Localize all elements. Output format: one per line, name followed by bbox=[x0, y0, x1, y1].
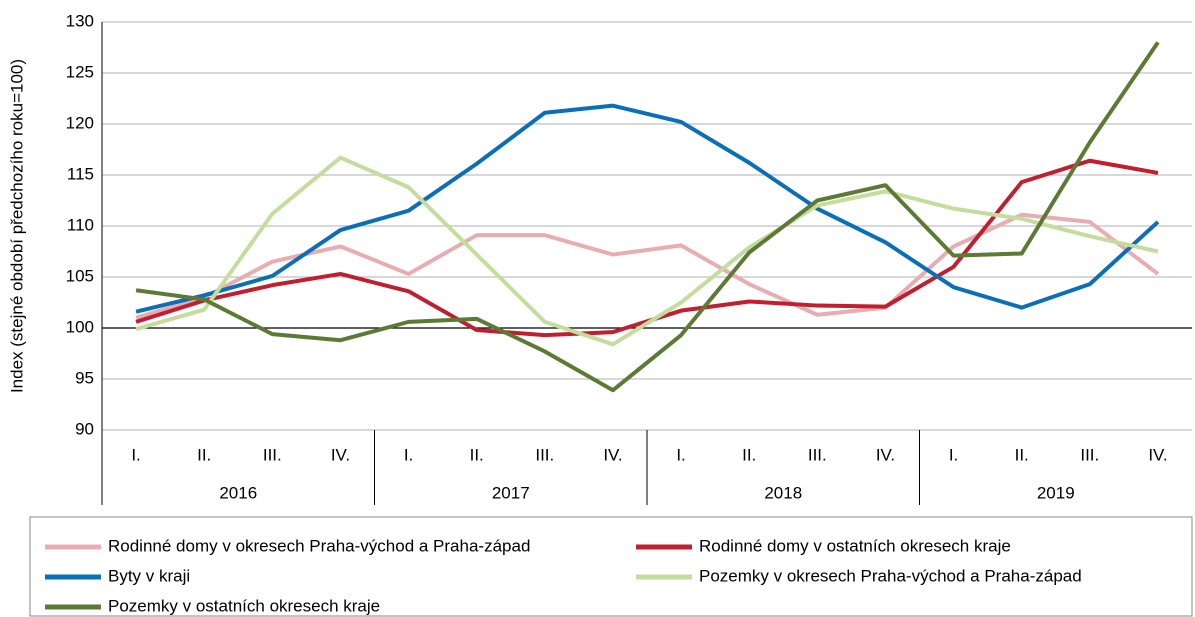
x-tick-label: IV. bbox=[603, 445, 622, 464]
x-tick-label: II. bbox=[197, 445, 211, 464]
y-tick-label: 105 bbox=[66, 266, 94, 285]
series-line bbox=[135, 158, 1159, 338]
group-label: 2016 bbox=[219, 483, 257, 502]
x-tick-label: IV. bbox=[1148, 445, 1167, 464]
x-tick-label: II. bbox=[1015, 445, 1029, 464]
y-tick-label: 115 bbox=[67, 164, 94, 183]
x-tick-label: III. bbox=[808, 445, 827, 464]
y-tick-label: 95 bbox=[75, 368, 94, 387]
y-tick-label: 110 bbox=[67, 215, 94, 234]
x-tick-label: II. bbox=[742, 445, 756, 464]
series-line bbox=[135, 155, 1159, 347]
group-label: 2018 bbox=[764, 483, 802, 502]
series-line bbox=[135, 103, 1160, 314]
legend-label: Rodinné domy v ostatních okresech kraje bbox=[699, 536, 1011, 555]
x-tick-label: III. bbox=[1080, 445, 1099, 464]
x-tick-label: I. bbox=[404, 445, 413, 464]
legend-label: Pozemky v okresech Praha-východ a Praha-… bbox=[699, 566, 1082, 585]
group-label: 2019 bbox=[1037, 483, 1075, 502]
x-tick-label: III. bbox=[535, 445, 554, 464]
y-tick-label: 120 bbox=[66, 113, 94, 132]
x-tick-label: IV. bbox=[876, 445, 895, 464]
y-tick-label: 100 bbox=[66, 317, 94, 336]
x-tick-label: IV. bbox=[331, 445, 350, 464]
y-axis-label: Index (stejné období předchozího roku=10… bbox=[7, 59, 26, 393]
legend-label: Byty v kraji bbox=[108, 566, 190, 585]
legend-label: Pozemky v ostatních okresech kraje bbox=[108, 596, 380, 615]
legend-label: Rodinné domy v okresech Praha-východ a P… bbox=[108, 536, 530, 555]
x-tick-label: III. bbox=[263, 445, 282, 464]
x-tick-label: I. bbox=[131, 445, 140, 464]
y-tick-label: 130 bbox=[66, 11, 94, 30]
x-tick-label: I. bbox=[676, 445, 685, 464]
legend-box bbox=[29, 516, 1193, 617]
x-tick-label: II. bbox=[470, 445, 484, 464]
y-tick-label: 90 bbox=[75, 419, 94, 438]
x-tick-label: I. bbox=[949, 445, 958, 464]
series-line bbox=[135, 41, 1160, 393]
group-label: 2017 bbox=[492, 483, 530, 502]
y-tick-label: 125 bbox=[66, 62, 94, 81]
